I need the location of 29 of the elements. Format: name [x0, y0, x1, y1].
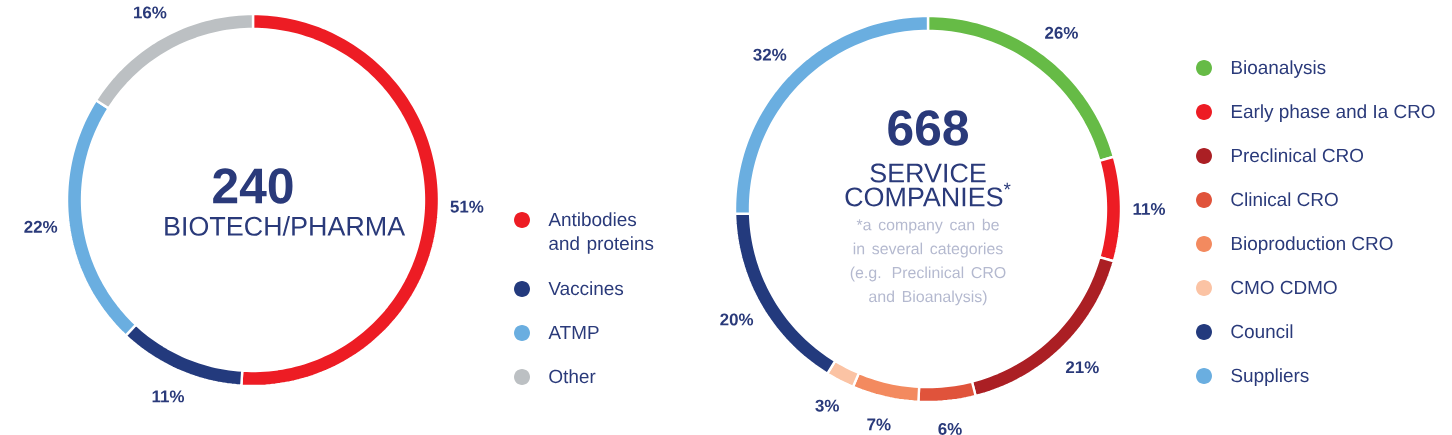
legend-label: Preclinical CRO [1231, 148, 1364, 163]
data-label: 32% [753, 48, 787, 61]
text: BIOTECH/PHARMA [165, 216, 406, 236]
data-label: 7% [867, 418, 891, 431]
legend-label: Clinical CRO [1231, 192, 1338, 207]
text: SERVICE COMPANIES$^{*}$ [845, 163, 1011, 207]
data-label: 6% [938, 422, 962, 435]
data-label: 11% [152, 390, 185, 403]
data-label: 26% [1045, 26, 1078, 39]
legend-label: Council [1231, 324, 1293, 339]
legend-label: Bioproduction CRO [1231, 236, 1393, 254]
data-label: 22% [24, 220, 58, 233]
legend-label: Vaccines [548, 281, 624, 296]
data-label: 20% [720, 313, 754, 326]
data-label: 16% [134, 6, 167, 19]
legend-label: Suppliers [1231, 368, 1309, 386]
legend-label: ATMP [548, 326, 599, 340]
text: 240 [213, 168, 293, 204]
data-label: 21% [1065, 361, 1099, 374]
data-label: 3% [815, 399, 839, 412]
text: *a company can be in several categories (e.g. Preclinical CRO and Bioanalysis) [850, 218, 1006, 306]
legend-label: CMO CDMO [1231, 280, 1337, 295]
data-label: 51% [450, 200, 484, 213]
data-label: 11% [1133, 203, 1166, 215]
text: 668 [888, 110, 968, 146]
legend-label: Early phase and Ia CRO [1231, 104, 1435, 122]
legend-label: Other [549, 369, 596, 384]
legend-label: Bioanalysis [1231, 60, 1326, 78]
legend-label: Antibodies and proteins [548, 212, 654, 254]
